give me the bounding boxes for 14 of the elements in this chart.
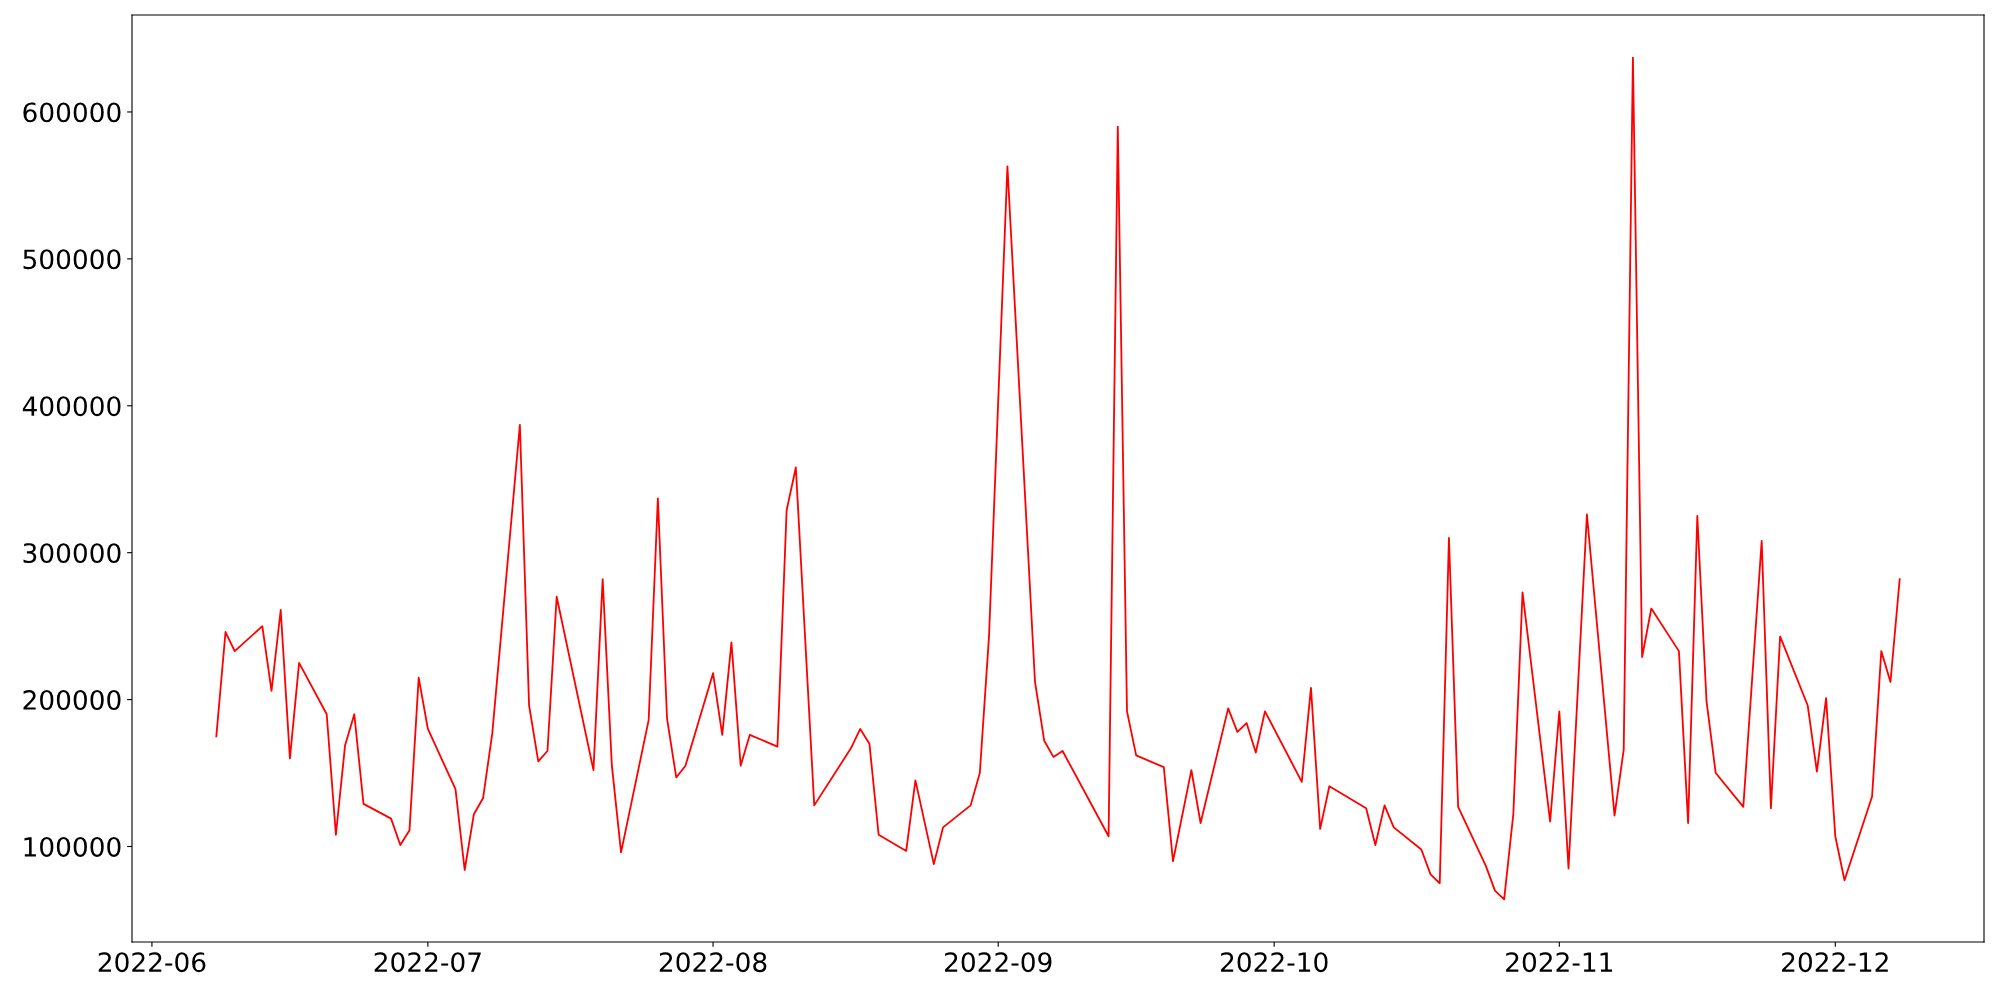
y-tick-label: 200000: [23, 690, 121, 710]
x-tick-label: 2022-07: [374, 952, 481, 973]
y-tick-label: 500000: [23, 249, 121, 270]
y-tick-label: 600000: [23, 102, 121, 123]
y-tick-label: 400000: [22, 396, 121, 417]
line-series: [215, 56, 1901, 901]
x-tick-label: 2022-10: [1220, 952, 1328, 973]
x-tick-label: 2022-11: [1506, 952, 1613, 973]
y-tick-label: 300000: [23, 543, 121, 564]
x-tick-label: 2022-08: [659, 952, 767, 973]
x-tick-label: 2022-09: [945, 952, 1052, 973]
x-tick-label: 2022-12: [1782, 952, 1888, 973]
x-tick-label: 2022-06: [98, 952, 206, 973]
y-tick-label: 100000: [24, 836, 121, 857]
